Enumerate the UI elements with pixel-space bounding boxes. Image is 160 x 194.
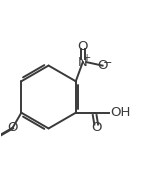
Text: N: N xyxy=(78,55,88,68)
Text: O: O xyxy=(91,121,101,134)
Text: O: O xyxy=(98,59,108,72)
Text: OH: OH xyxy=(110,106,131,119)
Text: +: + xyxy=(83,53,91,63)
Text: O: O xyxy=(7,121,18,134)
Text: O: O xyxy=(78,40,88,53)
Text: −: − xyxy=(103,58,112,68)
